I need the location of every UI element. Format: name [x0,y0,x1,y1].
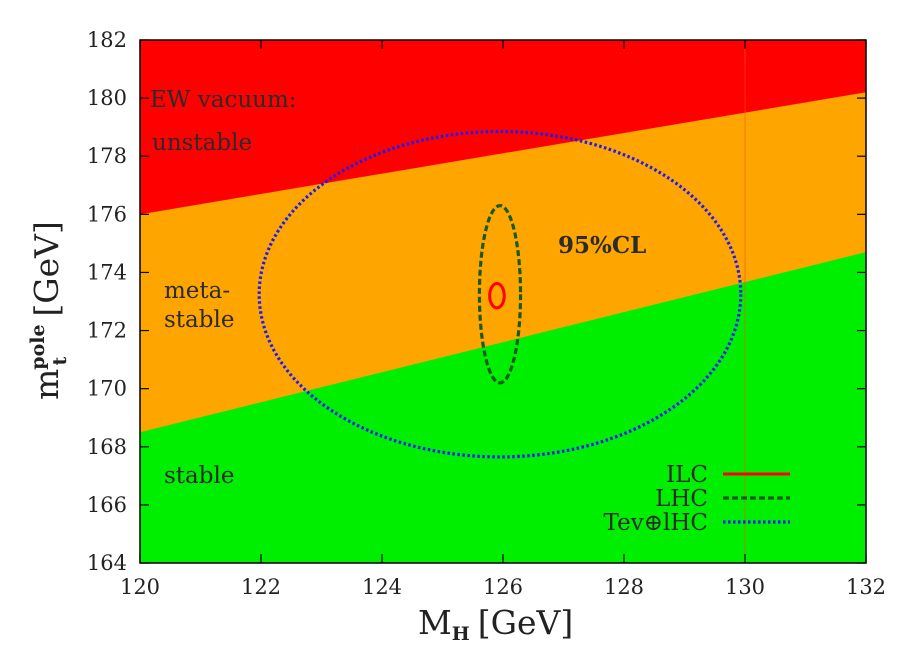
unstable-label-line2: unstable [152,130,252,156]
confidence-ellipses [257,129,743,459]
x-tick-label: 128 [604,575,644,599]
legend-label: LHC [655,486,708,512]
ellipse-tev-lhc [257,129,743,459]
y-axis-title: mpolet [GeV] [27,221,71,400]
y-tick-label: 174 [87,260,127,284]
metastable-label-line1: meta- [164,278,230,304]
ellipse-lhc [477,204,523,385]
x-tick-label: 122 [241,575,281,599]
confidence-level-annotation: 95%CL [558,232,646,259]
y-tick-label: 180 [87,86,127,110]
x-axis-title-symbol: M [418,603,452,642]
y-tick-label: 168 [87,435,127,459]
x-tick-label: 130 [725,575,765,599]
x-tick-label: 132 [846,575,886,599]
stable-label: stable [164,463,234,489]
stability-regions [140,40,866,563]
x-tick-label: 126 [483,575,523,599]
y-tick-label: 170 [87,377,127,401]
y-axis-title-subscript: t [49,356,71,365]
ellipse-ilc [488,281,506,310]
y-axis: 164 166 168 170 172 174 176 178 180 182 [87,28,866,575]
x-axis-title: MH [GeV] [418,603,573,645]
y-axis-title-symbol: m [27,369,66,400]
y-tick-label: 176 [87,202,127,226]
unstable-region [140,40,866,215]
y-tick-label: 178 [87,144,127,168]
y-tick-label: 182 [87,28,127,52]
x-axis-title-subscript: H [452,623,470,645]
x-axis-title-unit: [GeV] [478,603,573,642]
y-tick-label: 166 [87,493,127,517]
metastable-label-line2: stable [164,307,234,333]
y-tick-label: 164 [87,551,127,575]
y-axis-title-superscript: pole [27,324,49,369]
unstable-label-line1: EW vacuum: [150,87,297,113]
y-tick-label: 172 [87,319,127,343]
x-tick-label: 124 [362,575,402,599]
legend-label: ILC [666,462,708,488]
y-axis-title-unit: [GeV] [27,221,66,316]
legend-label: Tev⊕lHC [604,510,708,536]
x-axis: 120 122 124 126 128 130 132 [120,40,886,599]
x-tick-label: 120 [120,575,160,599]
